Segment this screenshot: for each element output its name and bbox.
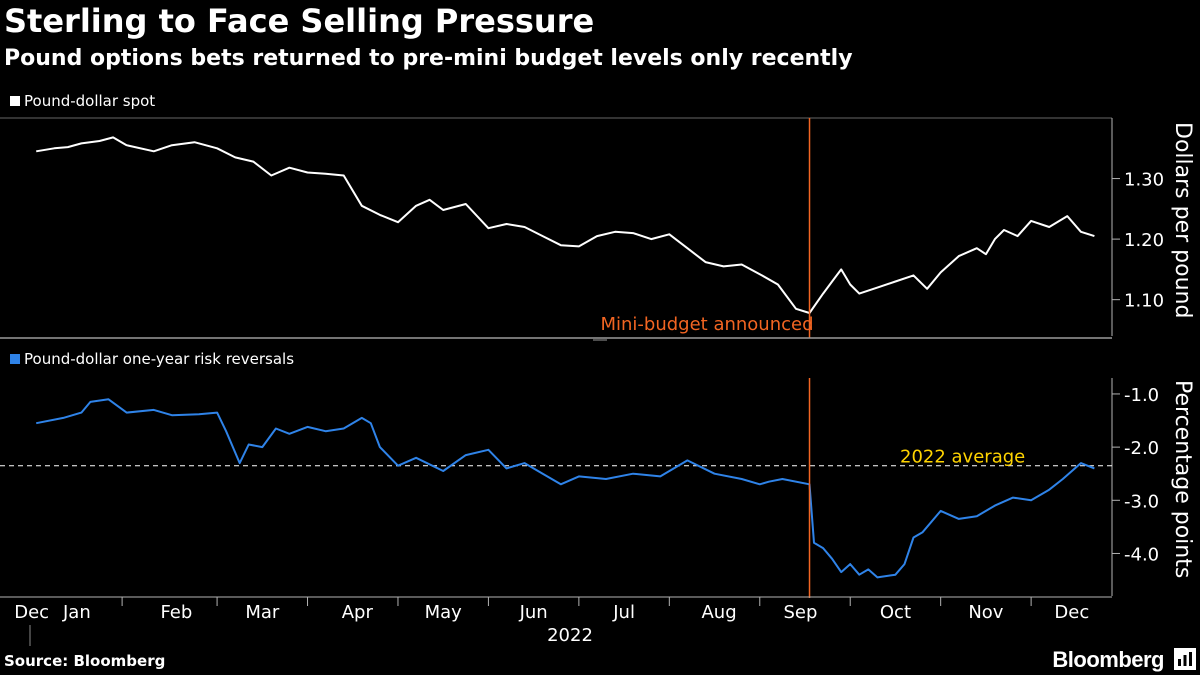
x-month-label: Jul xyxy=(612,602,635,623)
rr-y-label: Percentage points xyxy=(1170,380,1195,578)
spot-panel: Pound-dollar spot 1.10 1.20 1.30 Mini-budg… xyxy=(0,92,1195,338)
bloomberg-chart-icon xyxy=(1174,648,1196,670)
spot-series-line xyxy=(36,136,1095,314)
spot-y-tick-label: 1.30 xyxy=(1124,170,1164,191)
year-label: 2022 xyxy=(547,625,593,646)
source-note: Source: Bloomberg xyxy=(4,652,166,670)
x-month-label: Apr xyxy=(342,602,374,623)
x-month-label: Nov xyxy=(968,602,1003,623)
rr-y-tick-label: -4.0 xyxy=(1124,544,1159,565)
rr-y-tick-label: -3.0 xyxy=(1124,491,1159,512)
spot-y-tick-label: 1.20 xyxy=(1124,230,1164,251)
event-annotation: Mini-budget announced xyxy=(600,314,813,335)
spot-y-label: Dollars per pound xyxy=(1170,122,1195,318)
x-month-label: Jan xyxy=(62,602,91,623)
spot-y-tick-label: 1.10 xyxy=(1124,291,1164,312)
rr-y-tick-label: -1.0 xyxy=(1124,385,1159,406)
rr-y-tick-label: -2.0 xyxy=(1124,438,1159,459)
rr-series-line xyxy=(36,398,1095,579)
x-month-label: Jun xyxy=(519,602,548,623)
rr-legend-label: Pound-dollar one-year risk reversals xyxy=(24,350,294,368)
x-month-label: Dec xyxy=(14,602,49,623)
x-month-label: Oct xyxy=(880,602,911,623)
rr-legend-swatch xyxy=(10,354,20,364)
chart-subtitle: Pound options bets returned to pre-mini … xyxy=(4,46,853,71)
risk-reversal-panel: Pound-dollar one-year risk reversals -1.… xyxy=(0,350,1195,598)
spot-legend-swatch xyxy=(10,96,20,106)
chart-title: Sterling to Face Selling Pressure xyxy=(4,2,595,40)
x-axis: Dec Jan Feb Mar Apr May Jun Jul Aug Sep Oct Nov Dec … xyxy=(0,596,1112,646)
x-month-label: Feb xyxy=(160,602,192,623)
brand-logo-text: Bloomberg xyxy=(1052,647,1164,672)
x-month-label: May xyxy=(425,602,463,623)
spot-legend-label: Pound-dollar spot xyxy=(24,92,155,110)
x-month-label: Dec xyxy=(1054,602,1089,623)
average-label: 2022 average xyxy=(900,447,1025,468)
x-month-label: Aug xyxy=(701,602,736,623)
x-month-label: Sep xyxy=(784,602,818,623)
x-month-label: Mar xyxy=(245,602,280,623)
